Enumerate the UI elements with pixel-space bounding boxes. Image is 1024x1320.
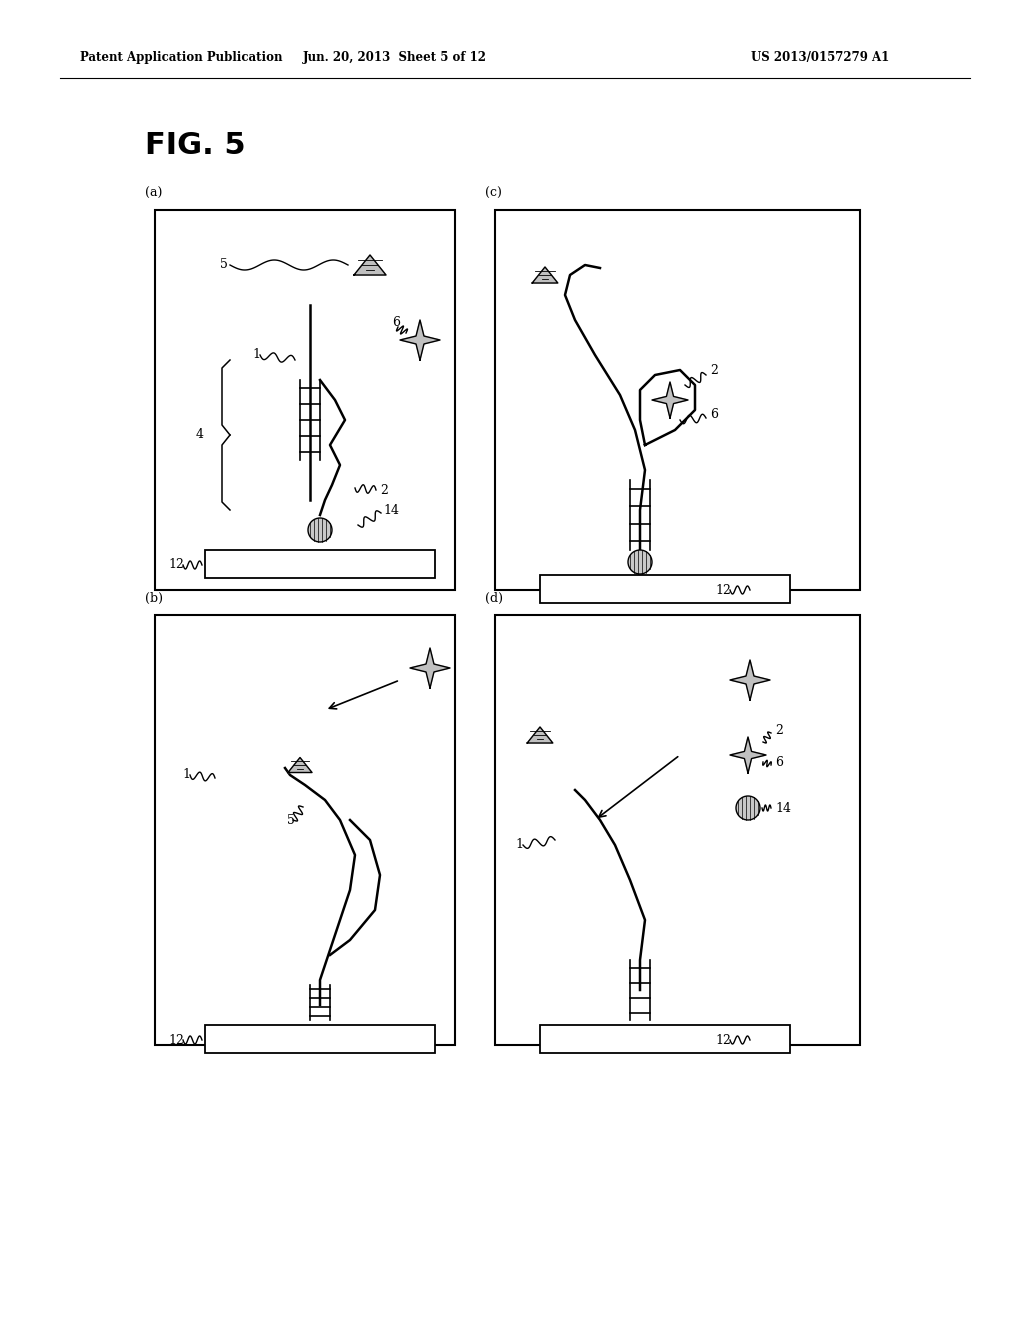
Text: (b): (b) [145,591,163,605]
Text: FIG. 5: FIG. 5 [145,131,246,160]
Bar [155,210,455,590]
Text: Jun. 20, 2013  Sheet 5 of 12: Jun. 20, 2013 Sheet 5 of 12 [303,51,487,65]
Text: (d): (d) [485,591,503,605]
Bar [540,1026,790,1053]
Text: 2: 2 [710,363,718,376]
Bar [155,615,455,1045]
Polygon shape [400,319,440,360]
Polygon shape [652,381,688,418]
Bar [205,550,435,578]
Text: 12: 12 [715,583,731,597]
Text: 1: 1 [182,768,190,781]
Polygon shape [354,255,386,275]
Text: 2: 2 [380,483,388,496]
Polygon shape [730,737,766,774]
Text: 5: 5 [287,813,295,826]
Circle shape [308,517,332,543]
Text: 2: 2 [775,723,783,737]
Polygon shape [532,267,558,282]
Text: 14: 14 [383,503,399,516]
Text: 12: 12 [168,1034,184,1047]
Text: 6: 6 [392,317,400,330]
Polygon shape [288,758,312,772]
Polygon shape [527,727,553,743]
Text: Patent Application Publication: Patent Application Publication [80,51,283,65]
Text: US 2013/0157279 A1: US 2013/0157279 A1 [751,51,889,65]
Text: (a): (a) [145,187,163,201]
Text: 12: 12 [168,558,184,572]
Text: 1: 1 [515,838,523,851]
Text: 12: 12 [715,1034,731,1047]
Text: (c): (c) [485,187,502,201]
Bar [495,210,860,590]
Text: 6: 6 [775,755,783,768]
Bar [205,1026,435,1053]
Text: 4: 4 [196,429,204,441]
Text: 1: 1 [252,348,260,362]
Polygon shape [730,660,770,700]
Text: 5: 5 [220,259,228,272]
Bar [495,615,860,1045]
Circle shape [736,796,760,820]
Circle shape [628,550,652,574]
Bar [540,576,790,603]
Polygon shape [410,648,450,688]
Text: 14: 14 [775,801,791,814]
Text: 6: 6 [710,408,718,421]
